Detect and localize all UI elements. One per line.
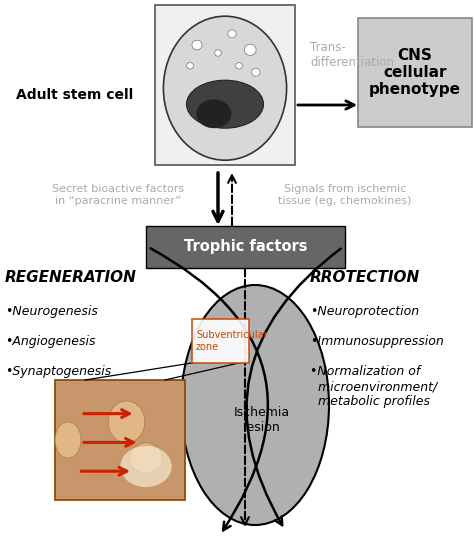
Text: •Neurogenesis: •Neurogenesis <box>5 305 98 318</box>
Text: Trans-
differentiation: Trans- differentiation <box>310 41 394 69</box>
Ellipse shape <box>196 99 231 128</box>
Text: •Immunosuppression: •Immunosuppression <box>310 335 444 348</box>
Text: Trophic factors: Trophic factors <box>184 239 307 255</box>
Text: Adult stem cell: Adult stem cell <box>17 88 134 102</box>
Ellipse shape <box>228 30 236 38</box>
Text: Secret bioactive factors
in “paracrine manner”: Secret bioactive factors in “paracrine m… <box>52 184 184 206</box>
Text: •Neuroprotection: •Neuroprotection <box>310 305 419 318</box>
Ellipse shape <box>130 443 162 473</box>
Ellipse shape <box>108 401 145 443</box>
Text: Signals from ischemic
tissue (eg, chemokines): Signals from ischemic tissue (eg, chemok… <box>278 184 412 206</box>
Ellipse shape <box>252 68 260 76</box>
FancyBboxPatch shape <box>358 18 472 127</box>
FancyArrowPatch shape <box>246 249 341 525</box>
FancyBboxPatch shape <box>146 226 345 268</box>
Ellipse shape <box>244 44 256 56</box>
Ellipse shape <box>187 63 193 69</box>
Ellipse shape <box>236 63 242 69</box>
Text: Ischemia
lesion: Ischemia lesion <box>234 406 290 434</box>
Text: RROTECTION: RROTECTION <box>310 270 420 285</box>
Text: •Normalization of
  microenvironment/
  metabolic profiles: •Normalization of microenvironment/ meta… <box>310 365 437 408</box>
Text: •Synaptogenesis: •Synaptogenesis <box>5 365 111 378</box>
Ellipse shape <box>181 285 329 525</box>
Text: CNS
cellular
phenotype: CNS cellular phenotype <box>369 47 461 98</box>
Ellipse shape <box>192 40 202 50</box>
Ellipse shape <box>55 422 81 458</box>
FancyBboxPatch shape <box>155 5 295 165</box>
Text: REGENERATION: REGENERATION <box>5 270 137 285</box>
Text: •Angiogenesis: •Angiogenesis <box>5 335 95 348</box>
Ellipse shape <box>120 445 172 487</box>
Text: Subventricular
zone: Subventricular zone <box>196 330 268 352</box>
FancyBboxPatch shape <box>55 380 185 500</box>
FancyArrowPatch shape <box>150 249 268 530</box>
Ellipse shape <box>215 50 221 56</box>
Ellipse shape <box>186 80 264 128</box>
FancyBboxPatch shape <box>192 319 249 363</box>
Ellipse shape <box>164 16 287 160</box>
